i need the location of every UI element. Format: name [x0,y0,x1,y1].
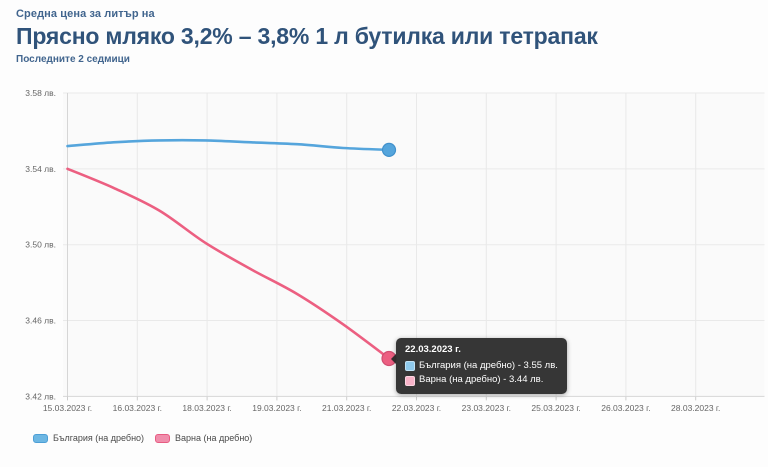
series-line-varna[interactable] [66,167,391,360]
tooltip-row-bulgaria: България (на дребно) - 3.55 лв. [405,359,558,374]
chart-header: Средна цена за литър на Прясно мляко 3,2… [16,8,598,65]
legend-label: България (на дребно) [53,433,145,443]
legend-item-varna[interactable]: Варна (на дребно) [155,433,252,443]
tooltip-swatch-bulgaria-icon [405,361,415,372]
x-axis-label: 21.03.2023 г. [322,403,371,413]
y-axis-label: 3.58 лв. [25,88,56,98]
series-line-bulgaria[interactable] [66,138,391,152]
chart-eyebrow: Средна цена за литър на [16,8,155,20]
legend-label: Варна (на дребно) [175,433,253,443]
tooltip-row-text: България (на дребно) - 3.55 лв. [419,359,558,371]
y-axis-label: 3.54 лв. [25,164,56,174]
x-axis-label: 15.03.2023 г. [43,403,92,413]
hover-marker-bulgaria[interactable] [381,142,397,157]
chart-title: Прясно мляко 3,2% – 3,8% 1 л бутилка или… [16,23,598,49]
tooltip-swatch-varna-icon [405,375,415,386]
y-axis-label: 3.50 лв. [25,240,56,250]
chart-legend: България (на дребно) Варна (на дребно) [33,433,252,443]
legend-swatch-varna-icon [155,433,171,443]
x-axis-label: 19.03.2023 г. [252,403,301,413]
x-axis-label: 23.03.2023 г. [462,403,511,413]
x-axis-label: 18.03.2023 г. [182,403,231,413]
y-axis-label: 3.46 лв. [25,316,56,326]
legend-swatch-bulgaria-icon [33,433,48,443]
x-axis-label: 25.03.2023 г. [531,403,580,413]
chart-tooltip: 22.03.2023 г. България (на дребно) - 3.5… [391,338,567,395]
x-axis-label: 28.03.2023 г. [671,403,720,413]
tooltip-date: 22.03.2023 г. [405,344,461,355]
x-axis-label: 22.03.2023 г. [392,403,441,413]
legend-item-bulgaria[interactable]: България (на дребно) [33,433,144,443]
y-axis-label: 3.42 лв. [25,391,56,401]
x-axis-label: 26.03.2023 г. [601,403,650,413]
x-axis-label: 16.03.2023 г. [113,403,162,413]
tooltip-row-varna: Варна (на дребно) - 3.44 лв. [405,373,558,388]
chart-subtitle: Последните 2 седмици [16,54,130,65]
tooltip-row-text: Варна (на дребно) - 3.44 лв. [419,374,544,386]
